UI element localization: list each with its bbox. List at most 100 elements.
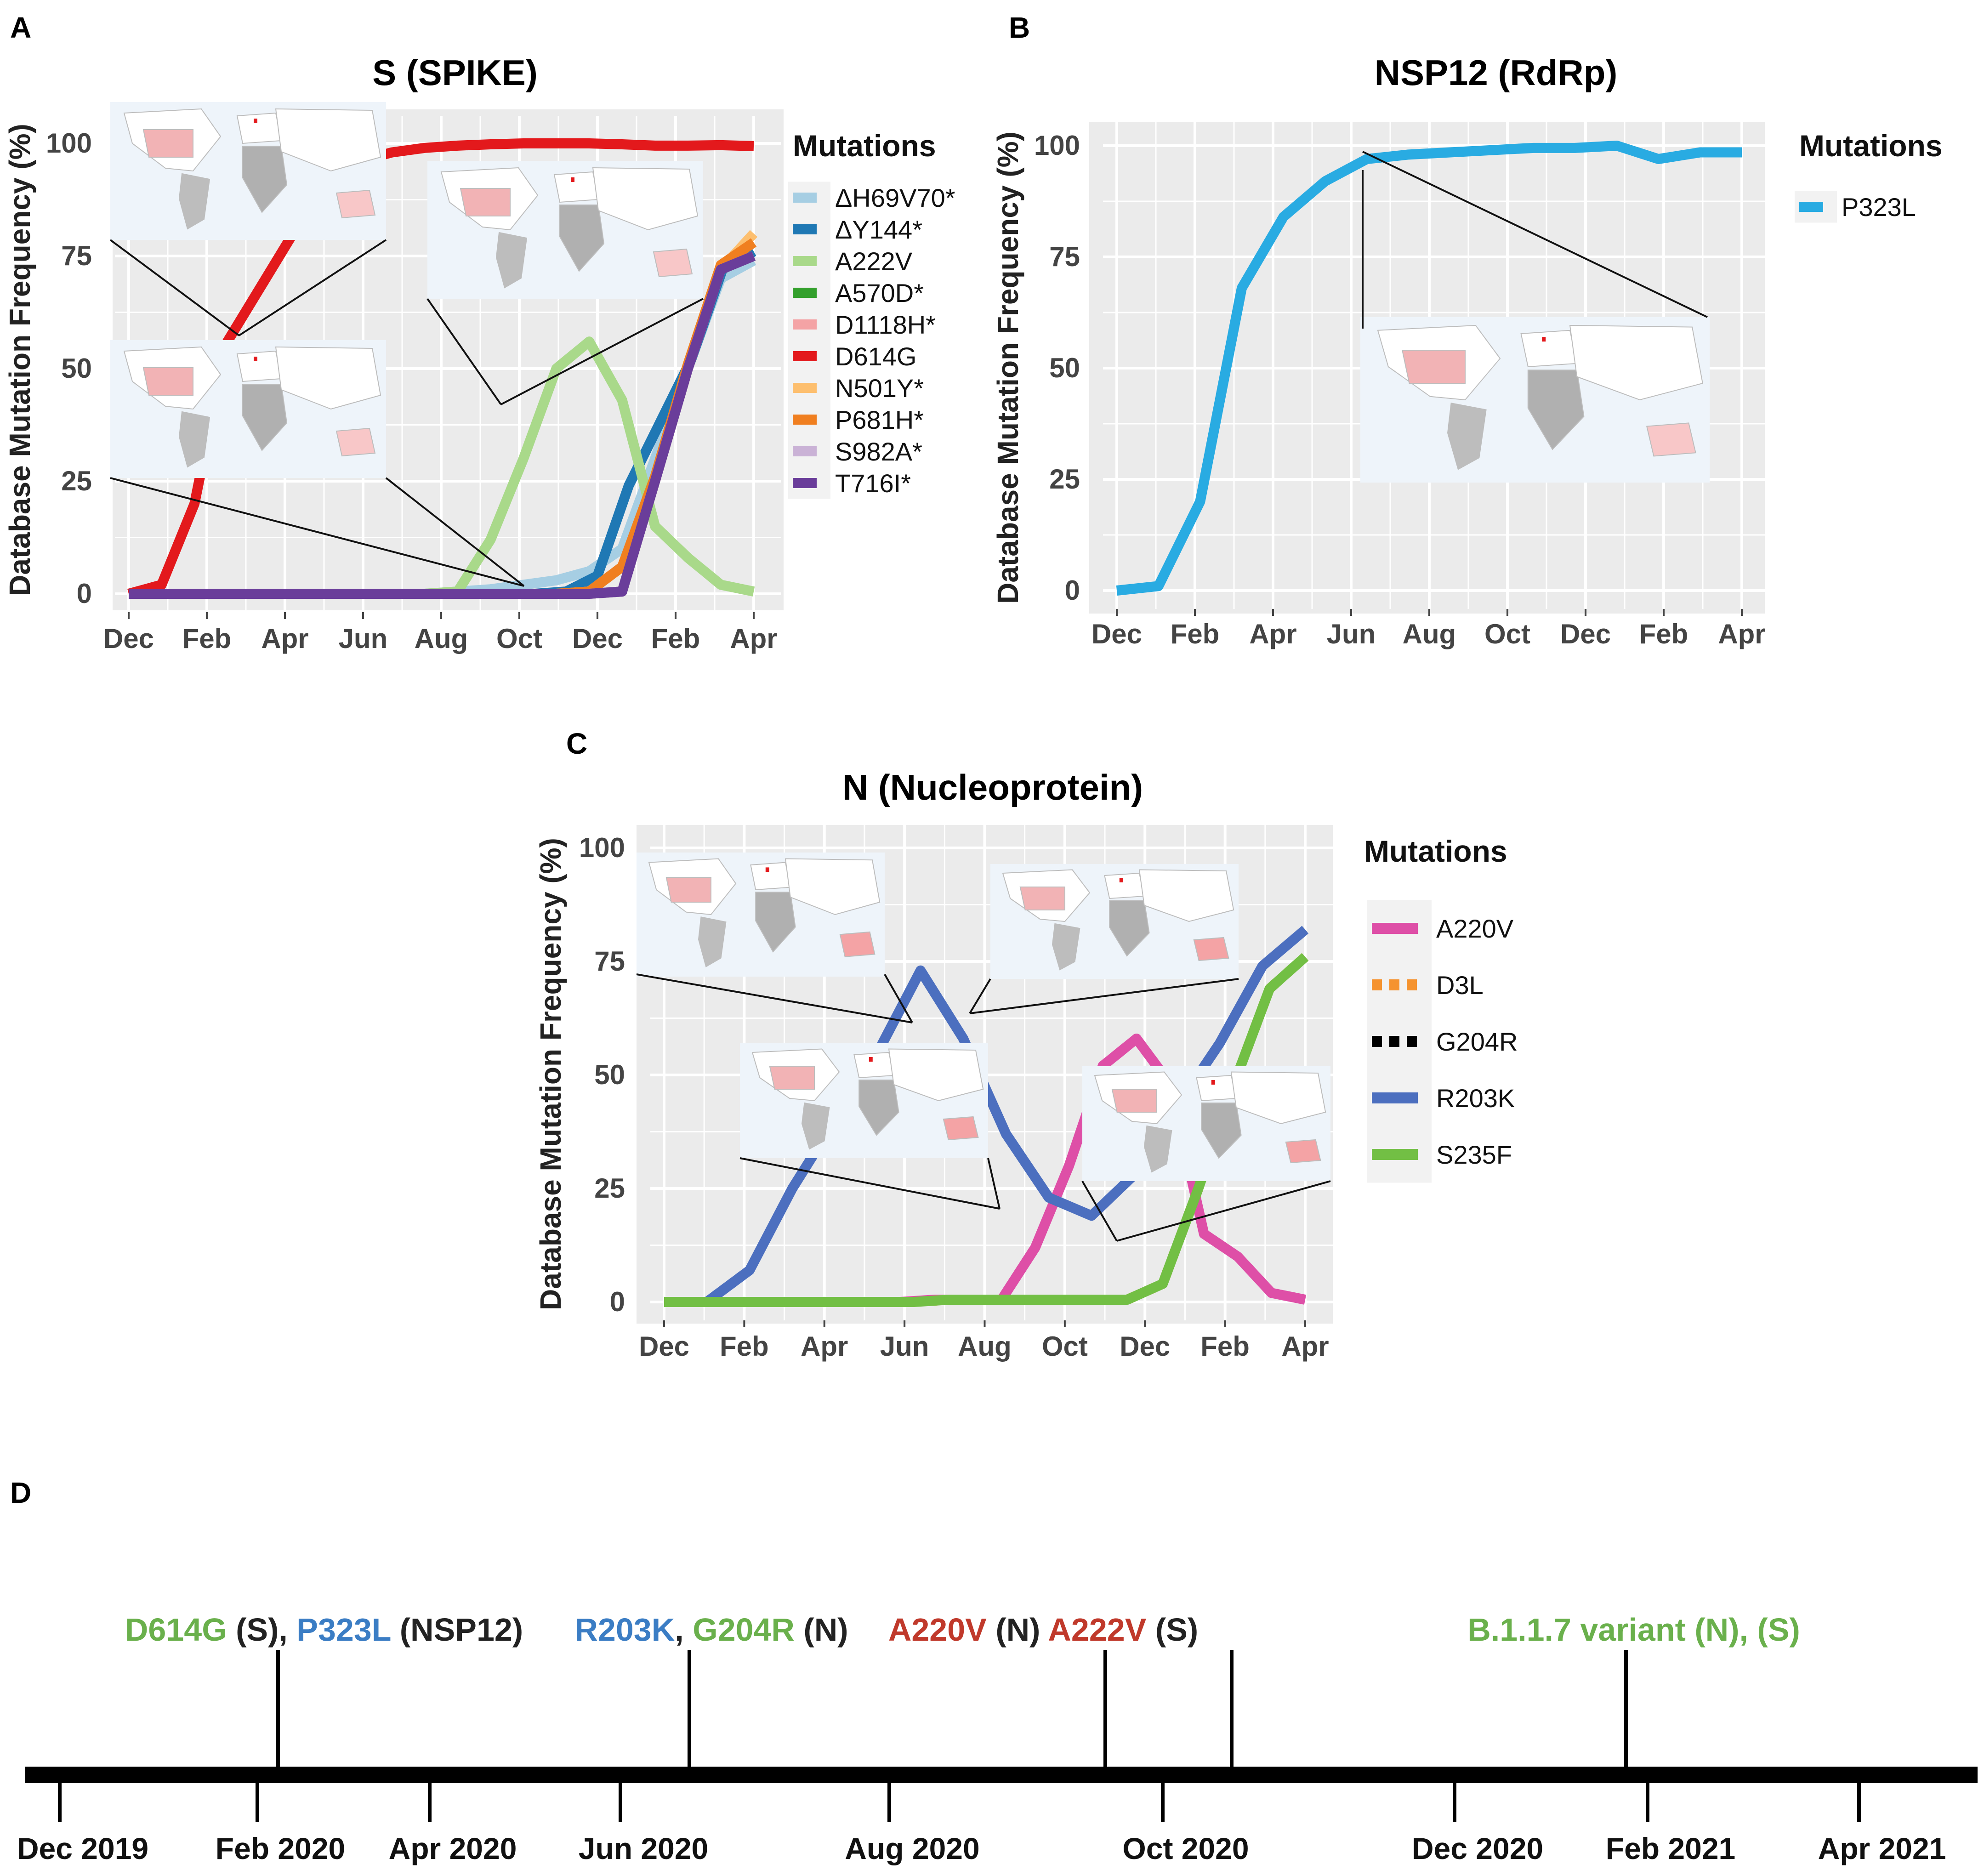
legend-label: R203K xyxy=(1436,1084,1515,1113)
x-tick-label: Feb xyxy=(1639,619,1688,649)
inset-connector-line xyxy=(739,1157,1000,1210)
x-tick-label: Jun xyxy=(880,1331,929,1362)
legend-title: Mutations xyxy=(1799,129,1943,163)
legend-label: A570D* xyxy=(835,279,924,307)
y-tick-label: 75 xyxy=(594,946,625,977)
chart-title: NSP12 (RdRp) xyxy=(1375,52,1618,93)
panel-letter-d: D xyxy=(10,1476,31,1509)
y-tick-label: 0 xyxy=(77,578,92,609)
timeline-date-label: Dec 2019 xyxy=(17,1831,148,1865)
australia-shape xyxy=(335,427,376,457)
timeline-event-part: (N) xyxy=(795,1612,848,1648)
legend: A220V D3L G204R R203K S235F xyxy=(1367,900,1518,1183)
y-tick-label: 0 xyxy=(610,1286,625,1317)
australia-shape xyxy=(1193,937,1229,961)
chart-nsp12: NSP12 (RdRp) Dec Feb Apr Jun Aug Oct Dec Feb Apr… xyxy=(991,52,1943,649)
asia-shape xyxy=(275,346,381,410)
inset-connector-line xyxy=(1116,1180,1331,1242)
y-tick-label: 100 xyxy=(46,128,92,159)
inset-maps xyxy=(636,853,1331,1242)
timeline-date-label: Feb 2020 xyxy=(216,1831,346,1865)
legend-label: N501Y* xyxy=(835,374,924,403)
australia-shape xyxy=(943,1116,979,1141)
series-line-p323l xyxy=(1116,141,1742,596)
y-tick-label: 25 xyxy=(61,466,92,496)
inset-connector-line xyxy=(969,978,1239,1014)
x-ticks: Dec Feb Apr Jun Aug Oct Dec Feb Apr xyxy=(103,612,778,654)
legend-label: P323L xyxy=(1842,193,1916,222)
x-ticks: Dec Feb Apr Jun Aug Oct Dec Feb Apr xyxy=(639,1320,1329,1362)
legend-label: T716I* xyxy=(835,469,911,498)
inset-connector-line xyxy=(884,974,913,1023)
legend-label: A220V xyxy=(1436,914,1514,943)
timeline-date-label: Jun 2020 xyxy=(579,1831,709,1865)
y-tick-label: 50 xyxy=(61,353,92,384)
chart-spike: S (SPIKE) Dec Feb Apr Jun Aug Oct Dec Feb Apr 0 2… xyxy=(3,52,955,654)
chart-title: S (SPIKE) xyxy=(372,52,538,93)
timeline-event-part: P323L xyxy=(296,1612,391,1648)
x-tick-label: Feb xyxy=(651,623,700,654)
legend-label: G204R xyxy=(1436,1027,1518,1056)
legend-label: ΔY144* xyxy=(835,215,922,244)
africa-shape xyxy=(1109,900,1150,957)
chart-nucleoprotein: N (Nucleoprotein) Dec Feb Apr Jun Aug Oct Dec F… xyxy=(534,767,1518,1362)
timeline-event-part: (N) xyxy=(987,1612,1048,1648)
africa-shape xyxy=(858,1080,899,1136)
africa-shape xyxy=(1201,1103,1242,1159)
timeline-event-part: R203K xyxy=(574,1612,675,1648)
asia-shape xyxy=(275,108,381,172)
y-ticks: 0 25 50 75 100 xyxy=(1034,130,1080,606)
panel-letter-c: C xyxy=(566,727,587,760)
series-group xyxy=(1116,141,1742,596)
inset-connector-line xyxy=(426,298,502,405)
timeline-event-part: , xyxy=(675,1612,693,1648)
south-america-shape xyxy=(698,916,727,967)
inset-connector-line xyxy=(500,298,704,405)
asia-shape xyxy=(785,858,881,915)
timeline-event-part: B.1.1.7 variant (N), (S) xyxy=(1467,1612,1800,1648)
australia-shape xyxy=(839,931,875,957)
uk-marker-shape xyxy=(571,177,574,182)
x-tick-label: Feb xyxy=(1171,619,1220,649)
south-america-shape xyxy=(801,1102,830,1150)
timeline-event-label: D614G (S), P323L (NSP12) xyxy=(125,1612,523,1648)
south-america-shape xyxy=(1052,923,1080,971)
x-tick-label: Feb xyxy=(182,623,232,654)
usa-highlight-shape xyxy=(142,367,193,396)
inset-connector-line xyxy=(987,1158,1001,1209)
asia-shape xyxy=(1230,1071,1326,1125)
inset-connector-line xyxy=(636,973,913,1023)
x-tick-label: Oct xyxy=(1484,619,1530,649)
legend: ΔH69V70* ΔY144* A222V A570D* D1118H* D614G N50… xyxy=(788,182,955,499)
usa-highlight-shape xyxy=(1401,350,1466,384)
usa-highlight-shape xyxy=(1019,887,1065,910)
y-tick-label: 75 xyxy=(61,240,92,271)
x-tick-label: Apr xyxy=(1249,619,1296,649)
uk-marker-shape xyxy=(1119,878,1123,882)
timeline-date-label: Oct 2020 xyxy=(1122,1831,1249,1865)
uk-marker-shape xyxy=(1211,1080,1215,1085)
legend: P323L xyxy=(1795,191,1916,223)
x-tick-label: Aug xyxy=(958,1331,1012,1362)
series-line-s235f xyxy=(664,953,1309,1307)
inset-connector-line xyxy=(238,239,387,336)
series-group xyxy=(127,138,758,599)
timeline-event-label: A220V (N) A222V (S) xyxy=(888,1612,1198,1648)
africa-shape xyxy=(559,205,605,272)
x-tick-label: Dec xyxy=(1120,1331,1170,1362)
legend-label: A222V xyxy=(835,247,913,276)
europe-shape xyxy=(553,171,599,203)
timeline-dates: Dec 2019 Feb 2020 Apr 2020 Jun 2020 Aug 2020… xyxy=(17,1783,1946,1865)
panel-letter-a: A xyxy=(10,11,31,44)
inset-connector-line xyxy=(969,978,991,1014)
x-tick-label: Apr xyxy=(801,1331,848,1362)
x-tick-label: Apr xyxy=(1281,1331,1329,1362)
europe-shape xyxy=(1196,1074,1237,1102)
asia-shape xyxy=(888,1048,984,1102)
x-tick-label: Feb xyxy=(1200,1331,1250,1362)
x-tick-label: Oct xyxy=(1042,1331,1088,1362)
europe-shape xyxy=(1104,872,1145,899)
timeline-date-label: Dec 2020 xyxy=(1412,1831,1543,1865)
inset-connector-line xyxy=(109,239,240,336)
